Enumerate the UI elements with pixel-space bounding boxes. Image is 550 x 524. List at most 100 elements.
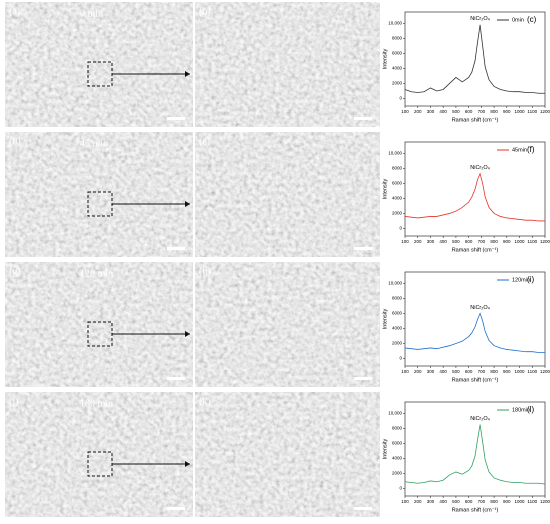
x-tick-label: 200 — [414, 499, 422, 504]
panel-label: (k) — [199, 396, 211, 407]
x-tick-label: 200 — [414, 369, 422, 374]
x-tick-label: 1100 — [527, 109, 537, 114]
panel-caption: 120 min — [80, 268, 113, 279]
y-tick-label: 0 — [399, 226, 402, 231]
scale-bar — [354, 117, 372, 120]
arrow-head — [185, 461, 190, 467]
x-tick-label: 1000 — [515, 109, 526, 114]
sem-image — [5, 132, 193, 257]
x-axis-label: Raman shift (cm⁻¹) — [452, 377, 499, 383]
y-tick-label: 6000 — [392, 181, 403, 186]
x-tick-label: 1100 — [527, 499, 537, 504]
x-tick-label: 500 — [452, 109, 460, 114]
x-tick-label: 800 — [490, 499, 498, 504]
x-tick-label: 500 — [452, 369, 460, 374]
x-tick-label: 1200 — [540, 109, 550, 114]
annotation: NiCr₂O₄ — [470, 16, 490, 22]
y-tick-label: 4000 — [392, 326, 403, 331]
y-tick-label: 10,000 — [388, 20, 402, 25]
sem-image — [195, 262, 380, 387]
y-tick-label: 2000 — [392, 341, 403, 346]
panel-label: (a) — [9, 6, 20, 17]
y-axis-label: Intensity — [382, 309, 388, 330]
annotation: NiCr₂O₄ — [470, 165, 490, 171]
x-axis-label: Raman shift (cm⁻¹) — [452, 507, 499, 513]
x-tick-label: 500 — [452, 239, 460, 244]
x-tick-label: 300 — [427, 239, 435, 244]
y-tick-label: 6000 — [392, 311, 403, 316]
x-tick-label: 1000 — [515, 499, 526, 504]
scale-bar — [354, 377, 372, 380]
scale-bar — [167, 247, 185, 250]
legend-label: 180min — [512, 407, 530, 413]
y-tick-label: 0 — [399, 486, 402, 491]
y-tick-label: 2000 — [392, 81, 403, 86]
panel-caption: 180 min — [80, 398, 113, 409]
spectrum-line — [404, 424, 546, 485]
x-tick-label: 300 — [427, 109, 435, 114]
y-axis-label: Intensity — [382, 439, 388, 460]
panel-label: (b) — [199, 6, 211, 17]
panel-label: (i) — [527, 275, 534, 284]
legend-label: 0min — [512, 17, 524, 23]
x-axis-label: Raman shift (cm⁻¹) — [452, 247, 499, 253]
sem-image — [5, 262, 193, 387]
y-tick-label: 10,000 — [388, 410, 402, 415]
sem-image — [195, 392, 380, 517]
x-tick-label: 200 — [414, 239, 422, 244]
y-tick-label: 10,000 — [388, 280, 402, 285]
x-tick-label: 1200 — [540, 499, 550, 504]
x-tick-label: 400 — [439, 369, 447, 374]
y-tick-label: 0 — [399, 356, 402, 361]
x-tick-label: 900 — [503, 109, 511, 114]
scale-bar — [167, 507, 185, 510]
y-tick-label: 0 — [399, 96, 402, 101]
panel-label: (h) — [199, 266, 211, 277]
x-tick-label: 1000 — [515, 239, 526, 244]
x-tick-label: 900 — [503, 239, 511, 244]
panel-label: (j) — [9, 396, 18, 407]
spectrum-line — [404, 24, 545, 94]
scale-bar — [167, 117, 185, 120]
x-tick-label: 600 — [465, 499, 473, 504]
y-tick-label: 8000 — [392, 166, 403, 171]
sem-image — [195, 2, 380, 127]
plot-frame — [404, 271, 546, 367]
y-tick-label: 8000 — [392, 36, 403, 41]
x-axis-label: Raman shift (cm⁻¹) — [452, 117, 499, 123]
x-tick-label: 600 — [465, 109, 473, 114]
x-tick-label: 300 — [427, 499, 435, 504]
x-tick-label: 400 — [439, 239, 447, 244]
x-tick-label: 1200 — [540, 239, 550, 244]
x-tick-label: 500 — [452, 499, 460, 504]
x-tick-label: 1200 — [540, 369, 550, 374]
y-tick-label: 2000 — [392, 211, 403, 216]
x-tick-label: 600 — [465, 239, 473, 244]
scale-bar — [354, 507, 372, 510]
scale-bar — [354, 247, 372, 250]
x-tick-label: 100 — [401, 369, 409, 374]
y-tick-label: 10,000 — [388, 150, 402, 155]
x-tick-label: 800 — [490, 369, 498, 374]
y-tick-label: 4000 — [392, 66, 403, 71]
x-tick-label: 400 — [439, 109, 447, 114]
x-tick-label: 700 — [478, 109, 486, 114]
y-tick-label: 2000 — [392, 471, 403, 476]
panel-caption: 0 min — [80, 8, 103, 19]
x-tick-label: 800 — [490, 239, 498, 244]
x-tick-label: 300 — [427, 369, 435, 374]
panel-label: (e) — [199, 136, 210, 147]
y-tick-label: 6000 — [392, 441, 403, 446]
plot-frame — [404, 141, 546, 237]
panel-label: (l) — [527, 405, 534, 414]
legend-label: 120min — [512, 277, 530, 283]
x-tick-label: 200 — [414, 109, 422, 114]
panel-label: (g) — [9, 266, 21, 277]
arrow-head — [185, 71, 190, 77]
sem-image — [195, 132, 380, 257]
x-tick-label: 700 — [478, 499, 486, 504]
y-axis-label: Intensity — [382, 49, 388, 70]
panel-label: (f) — [527, 145, 535, 154]
scale-bar — [167, 377, 185, 380]
